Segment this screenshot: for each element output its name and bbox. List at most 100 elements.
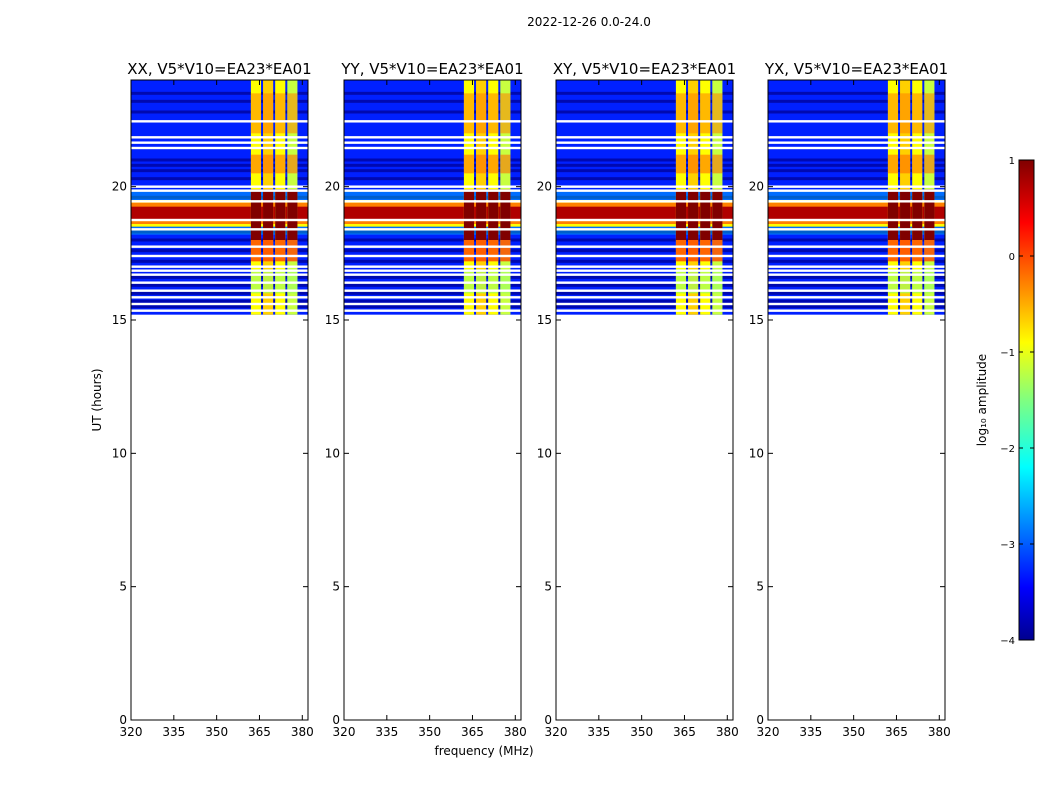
rfi-patch bbox=[500, 269, 511, 294]
flag-gap bbox=[344, 189, 521, 192]
streak bbox=[768, 238, 945, 242]
streak bbox=[131, 238, 308, 242]
streak bbox=[131, 230, 308, 234]
rfi-hot bbox=[488, 189, 499, 240]
x-tick-label: 335 bbox=[587, 725, 610, 739]
flag-gap bbox=[768, 228, 945, 231]
streak bbox=[344, 275, 521, 279]
streak bbox=[556, 230, 733, 234]
rfi-patch bbox=[675, 93, 687, 134]
streak bbox=[344, 230, 521, 234]
flag-gap bbox=[768, 296, 945, 299]
rfi-patch bbox=[287, 269, 298, 294]
streak bbox=[131, 291, 308, 295]
streak bbox=[344, 163, 521, 167]
colorbar: −4 −3 −2 −1 0 1 log₁₀ amplitude bbox=[975, 156, 1035, 647]
streak bbox=[344, 299, 521, 303]
rfi-hot bbox=[476, 189, 487, 240]
streak bbox=[556, 169, 733, 173]
rfi-patch bbox=[488, 269, 499, 294]
streak bbox=[556, 259, 733, 263]
streak bbox=[768, 249, 945, 253]
streak bbox=[768, 195, 945, 199]
y-tick-label: 5 bbox=[756, 580, 764, 594]
rfi-hot bbox=[250, 189, 262, 240]
heatmap bbox=[344, 80, 521, 315]
streak bbox=[131, 275, 308, 279]
y-tick-label: 10 bbox=[537, 446, 552, 460]
y-tick-label: 0 bbox=[332, 713, 340, 727]
x-tick-label: 335 bbox=[375, 725, 398, 739]
streak bbox=[131, 299, 308, 303]
panel-frame bbox=[767, 79, 946, 721]
flag-gap bbox=[768, 245, 945, 248]
streak bbox=[556, 158, 733, 162]
streak bbox=[344, 91, 521, 95]
rfi-patch bbox=[263, 240, 274, 262]
rfi-patch bbox=[500, 93, 511, 134]
streak bbox=[344, 238, 521, 242]
rfi-patch bbox=[924, 269, 935, 294]
streak bbox=[556, 91, 733, 95]
flag-gap bbox=[344, 281, 521, 284]
flag-gap bbox=[556, 136, 733, 139]
flag-gap bbox=[131, 269, 308, 272]
rfi-patch bbox=[476, 269, 487, 294]
streak bbox=[556, 283, 733, 287]
panel-3: 320 335 350 365 380 0 5 10 15 20 XY, V5*V10=EA23*E… bbox=[537, 60, 739, 739]
rfi-patch bbox=[488, 240, 499, 262]
rfi-patch bbox=[463, 240, 475, 262]
rfi-patch bbox=[887, 93, 899, 134]
flag-gap bbox=[768, 254, 945, 258]
x-tick-label: 365 bbox=[885, 725, 908, 739]
rfi-patch bbox=[275, 154, 286, 174]
rfi-patch bbox=[900, 93, 911, 134]
rfi-patch bbox=[688, 93, 699, 134]
rfi-patch bbox=[287, 154, 298, 174]
rfi-patch bbox=[500, 240, 511, 262]
rfi-patch bbox=[476, 93, 487, 134]
rfi-patch bbox=[912, 240, 923, 262]
rfi-hot bbox=[263, 189, 274, 240]
rfi-hot bbox=[463, 189, 475, 240]
x-tick-label: 380 bbox=[928, 725, 951, 739]
x-tick-label: 365 bbox=[248, 725, 271, 739]
flag-gap bbox=[556, 269, 733, 272]
flag-gap bbox=[344, 265, 521, 268]
y-tick-label: 20 bbox=[112, 180, 127, 194]
streak bbox=[344, 110, 521, 114]
colorbar-tick-label: 0 bbox=[1009, 252, 1015, 263]
streak bbox=[344, 291, 521, 295]
x-tick-label: 350 bbox=[842, 725, 865, 739]
streak bbox=[768, 177, 945, 181]
y-tick-label: 0 bbox=[756, 713, 764, 727]
rfi-patch bbox=[488, 93, 499, 134]
x-tick-label: 320 bbox=[757, 725, 780, 739]
streak bbox=[556, 195, 733, 199]
y-tick-label: 20 bbox=[749, 180, 764, 194]
flag-gap bbox=[344, 200, 521, 203]
streak bbox=[556, 163, 733, 167]
x-tick-label: 380 bbox=[291, 725, 314, 739]
flag-gap bbox=[131, 228, 308, 231]
rfi-hot bbox=[500, 189, 511, 240]
streak bbox=[768, 158, 945, 162]
flag-gap bbox=[768, 309, 945, 312]
rfi-patch bbox=[263, 93, 274, 134]
streak bbox=[768, 283, 945, 287]
y-tick-label: 20 bbox=[537, 180, 552, 194]
flag-gap bbox=[556, 254, 733, 258]
streak bbox=[344, 177, 521, 181]
flag-gap bbox=[556, 185, 733, 188]
flag-gap bbox=[768, 269, 945, 272]
flag-gap bbox=[344, 296, 521, 299]
rfi-patch bbox=[924, 154, 935, 174]
x-tick-label: 320 bbox=[120, 725, 143, 739]
y-tick-label: 15 bbox=[537, 313, 552, 327]
flag-gap bbox=[131, 136, 308, 139]
flag-gap bbox=[131, 189, 308, 192]
flag-gap bbox=[768, 185, 945, 188]
streak bbox=[768, 275, 945, 279]
y-tick-label: 0 bbox=[119, 713, 127, 727]
